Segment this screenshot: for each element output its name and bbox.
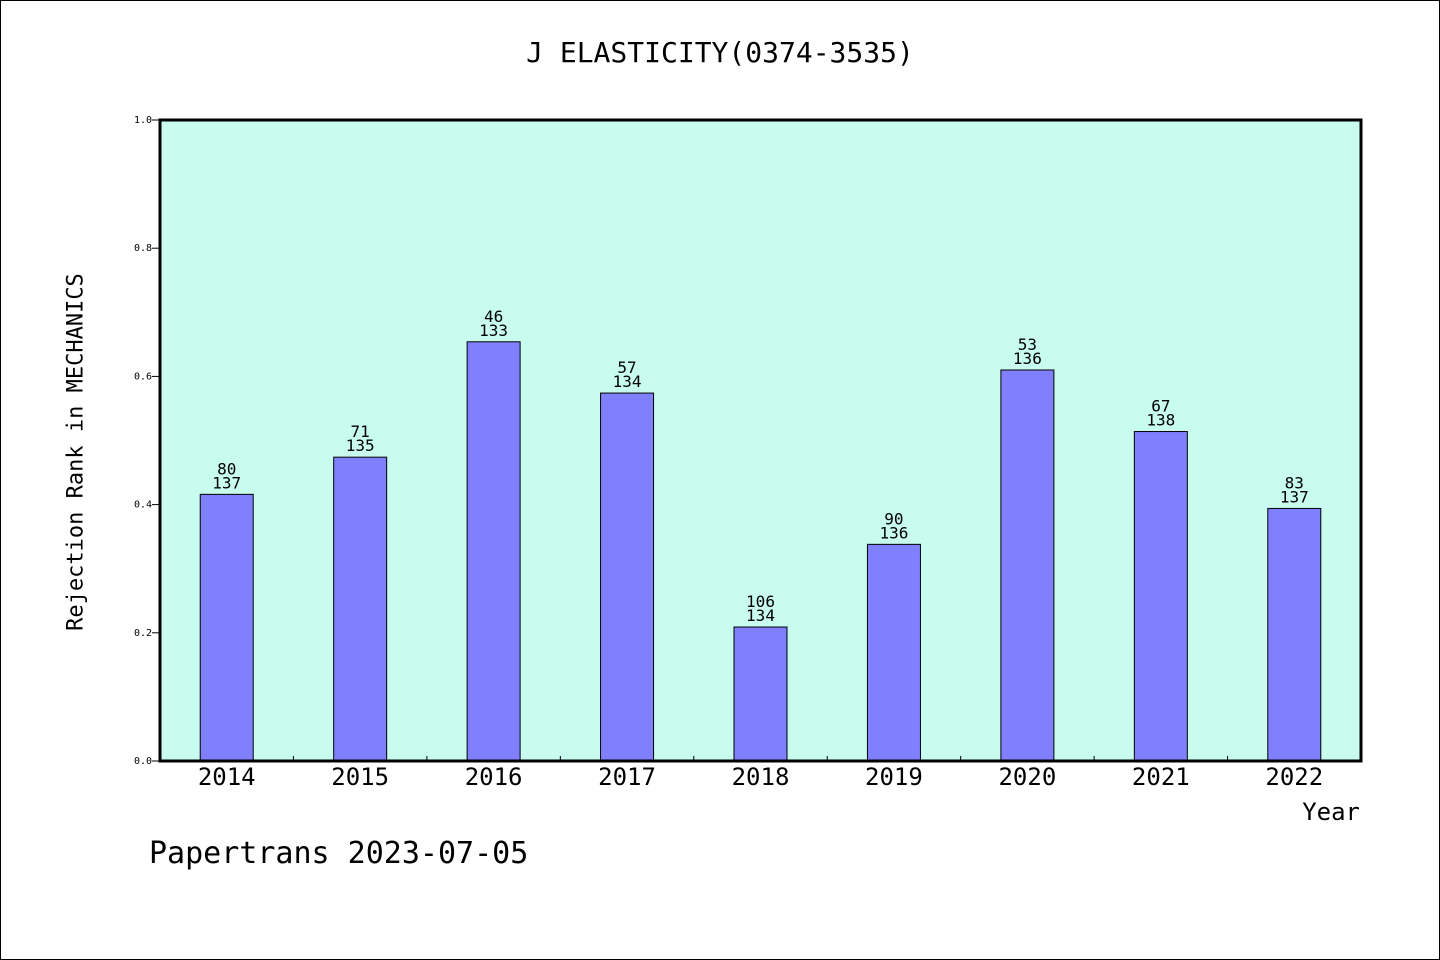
x-tick-label: 2020 <box>998 763 1056 791</box>
y-tick-label: 0.2 <box>134 628 152 639</box>
x-tick-label: 2017 <box>598 763 656 791</box>
bar-label-rank: 67 <box>1151 397 1170 416</box>
plot-border <box>158 118 1363 763</box>
bar <box>1133 431 1188 762</box>
bar <box>733 626 788 762</box>
bar-label-total: 136 <box>879 523 908 542</box>
footer-credit: Papertrans 2023-07-05 <box>149 836 529 871</box>
x-axis-label: Year <box>1302 798 1360 826</box>
bar <box>866 543 921 762</box>
bar-label-total: 137 <box>212 473 241 492</box>
bar <box>466 341 521 762</box>
x-tick-label: 2018 <box>732 763 790 791</box>
bar-label-total: 134 <box>746 606 775 625</box>
bar <box>333 456 388 762</box>
y-tick-label: 0.4 <box>134 500 152 511</box>
y-tick-label: 0.0 <box>134 756 152 767</box>
bar-label-total: 137 <box>1280 487 1309 506</box>
bar-label-rank: 46 <box>484 307 503 326</box>
bar-label-rank: 71 <box>351 422 370 441</box>
bar <box>1000 369 1055 762</box>
chart-title: J ELASTICITY(0374-3535) <box>526 36 914 69</box>
bar-label-total: 136 <box>1013 349 1042 368</box>
x-tick-label: 2014 <box>198 763 256 791</box>
y-tick-label: 0.8 <box>134 243 152 254</box>
bar <box>1267 507 1322 762</box>
bar-label-total: 135 <box>346 436 375 455</box>
bar-label-rank: 53 <box>1018 335 1037 354</box>
x-tick-label: 2015 <box>331 763 389 791</box>
bar-label-rank: 57 <box>617 358 636 377</box>
bar <box>199 493 254 762</box>
bar-label-rank: 90 <box>884 509 903 528</box>
x-tick-label: 2019 <box>865 763 923 791</box>
y-tick-label: 0.6 <box>134 371 152 382</box>
bar-label-total: 134 <box>613 372 642 391</box>
bar-label-total: 133 <box>479 321 508 340</box>
y-tick-label: 1.0 <box>134 115 152 126</box>
x-tick-label: 2021 <box>1132 763 1190 791</box>
x-tick-label: 2016 <box>465 763 523 791</box>
x-tick-label: 2022 <box>1265 763 1323 791</box>
bar-label-rank: 106 <box>746 592 775 611</box>
bar <box>600 392 655 762</box>
bar-label-rank: 80 <box>217 459 236 478</box>
bar-label-rank: 83 <box>1285 473 1304 492</box>
bar-label-total: 138 <box>1146 411 1175 430</box>
